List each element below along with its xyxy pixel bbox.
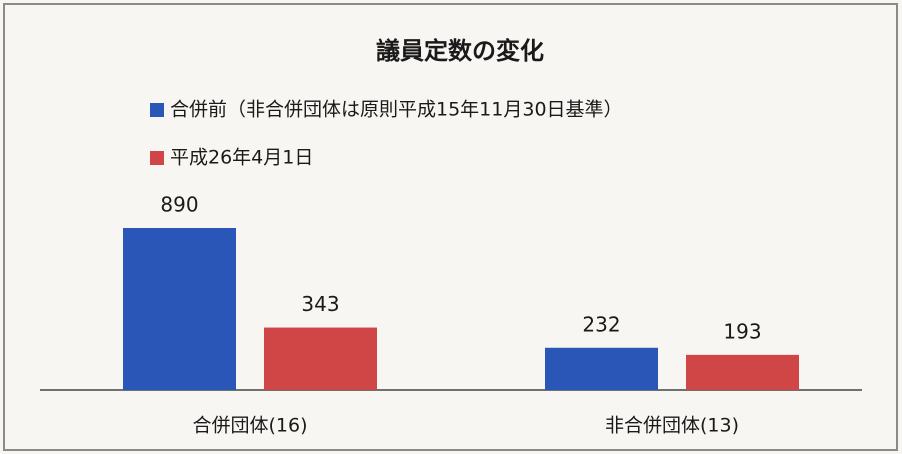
category-label: 合併団体(16)	[192, 415, 307, 437]
legend-swatch	[150, 151, 164, 165]
value-label: 890	[160, 193, 198, 217]
legend-swatch	[150, 103, 164, 117]
bar	[123, 228, 236, 390]
bar	[686, 354, 799, 390]
legend-label: 合併前（非合併団体は原則平成15年11月30日基準）	[170, 99, 623, 121]
bar	[545, 347, 658, 390]
category-label: 非合併団体(13)	[605, 415, 739, 437]
value-label: 193	[723, 319, 761, 343]
legend-label: 平成26年4月1日	[170, 147, 313, 169]
chart-title: 議員定数の変化	[376, 37, 544, 65]
bar	[264, 327, 377, 390]
value-label: 232	[582, 312, 620, 336]
value-label: 343	[301, 292, 339, 316]
